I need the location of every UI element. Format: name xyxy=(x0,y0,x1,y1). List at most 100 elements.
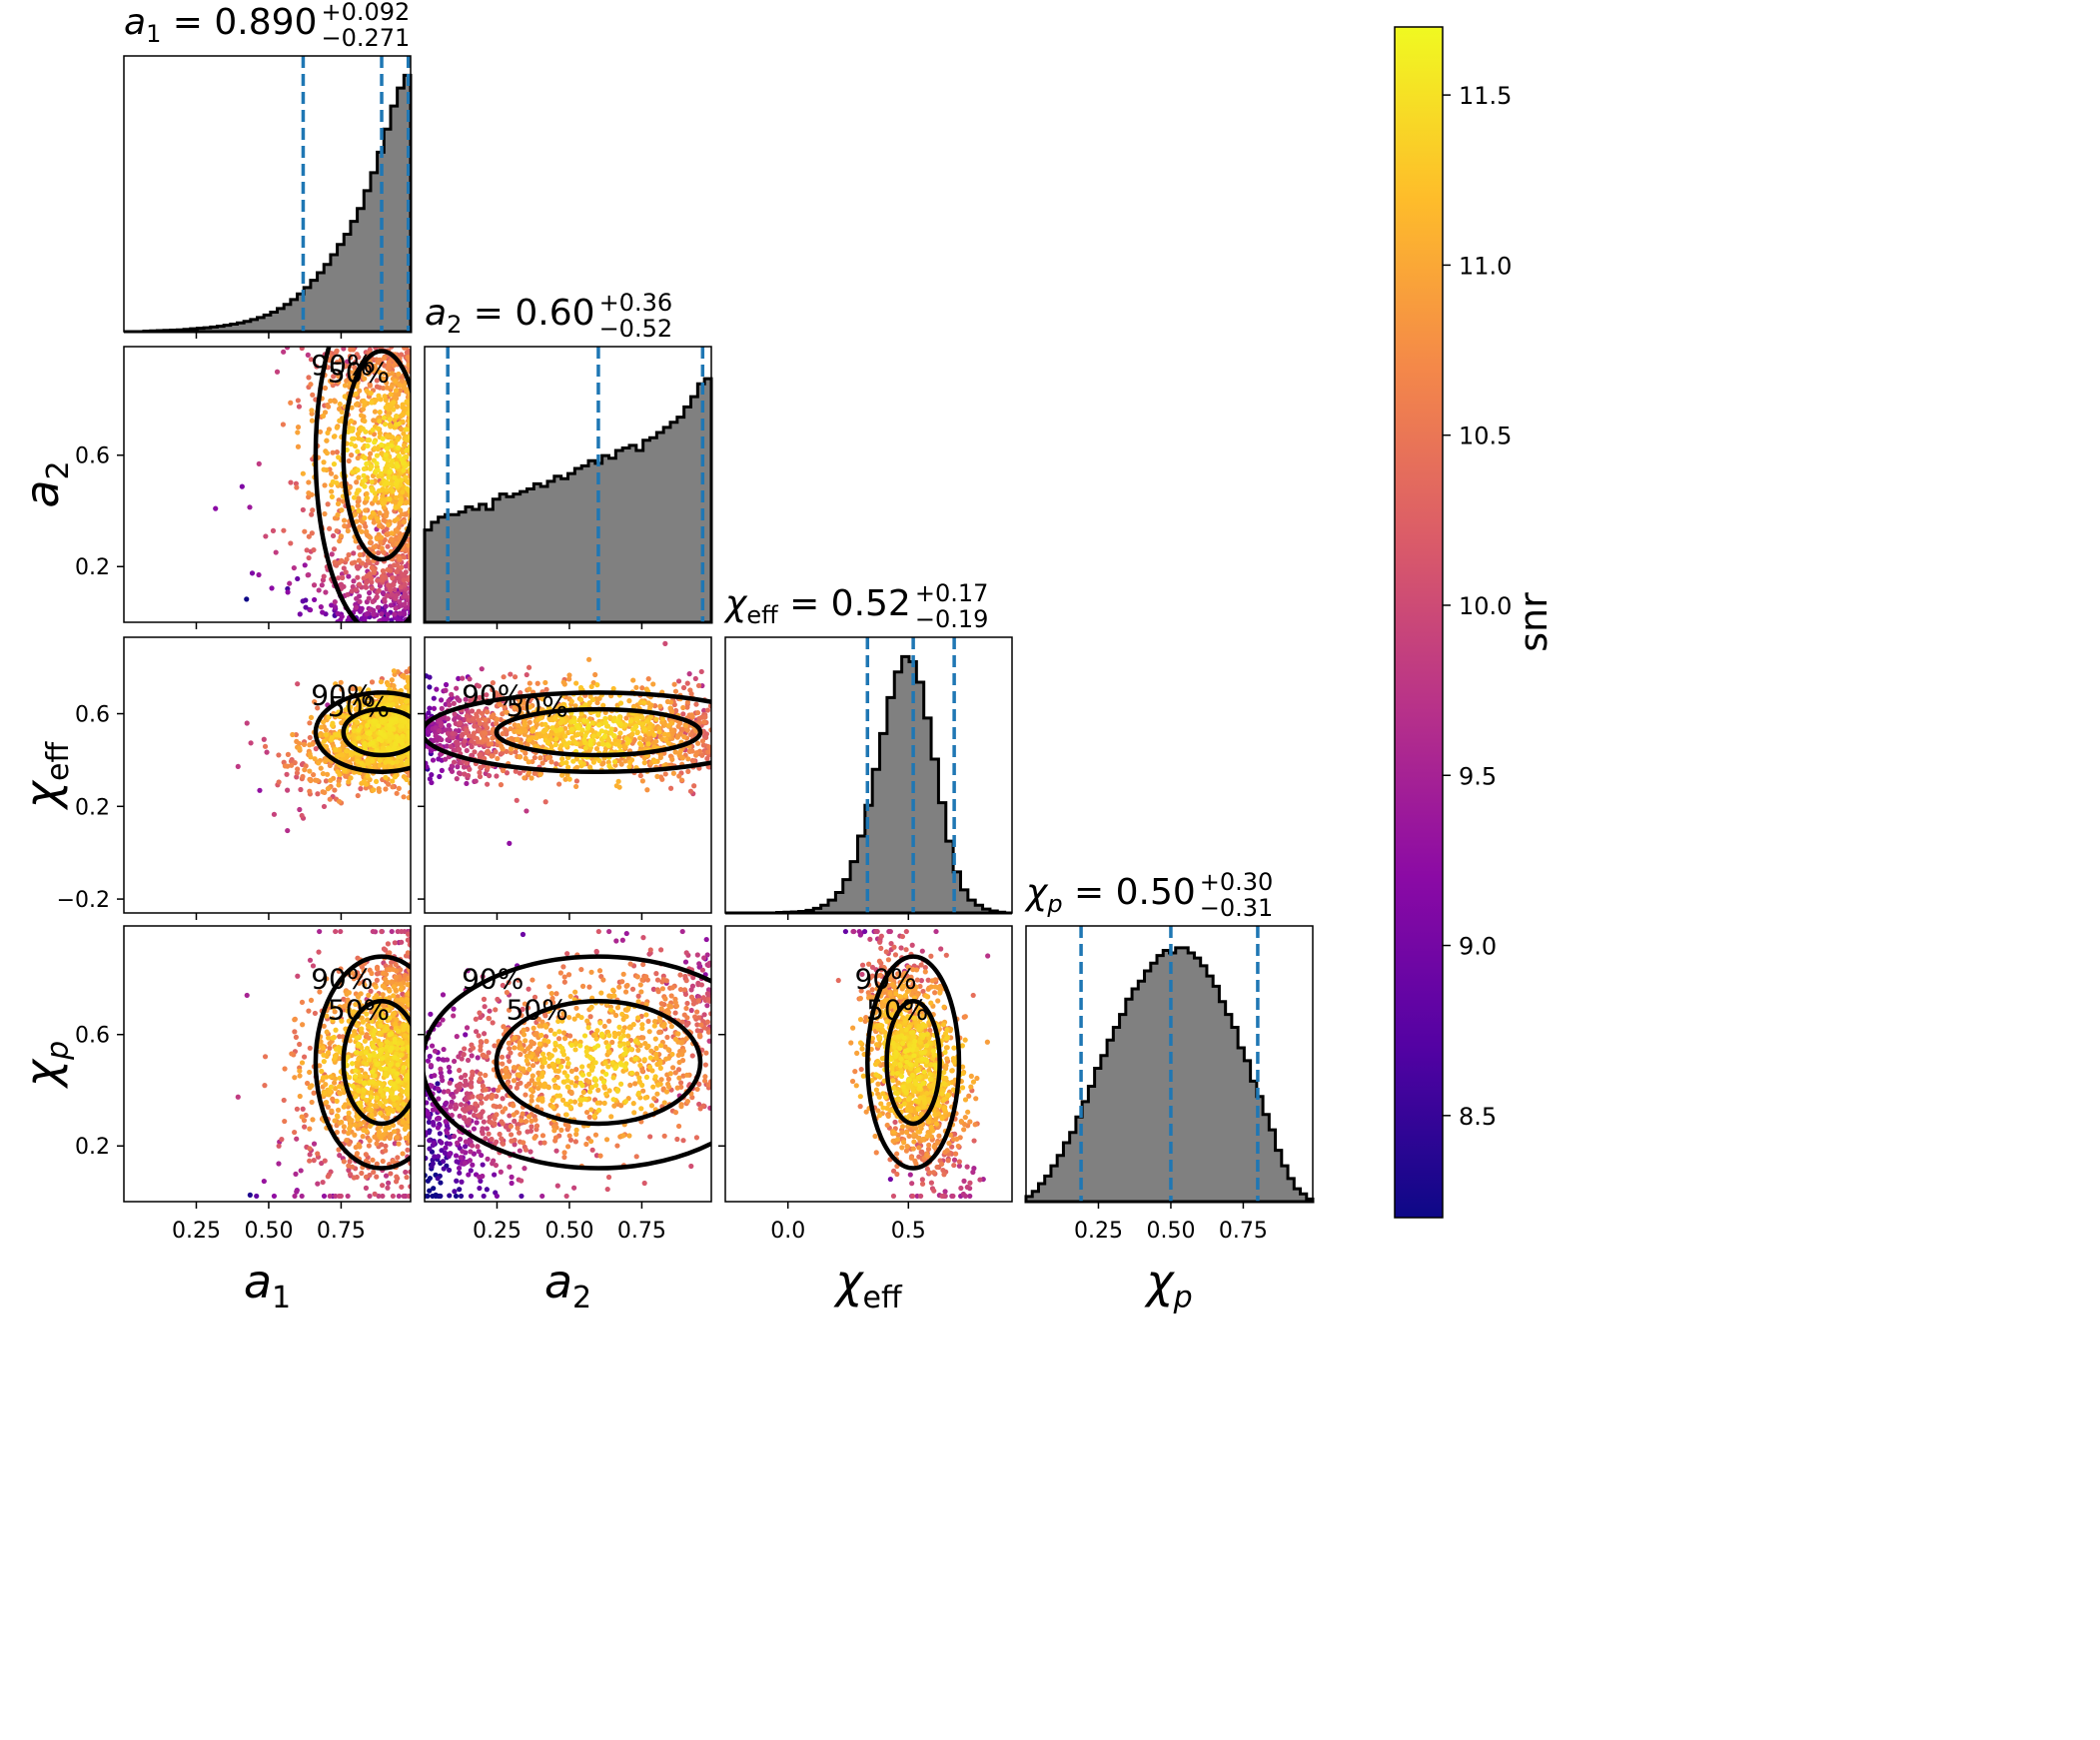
scatter-point xyxy=(354,490,360,496)
scatter-point xyxy=(674,733,681,739)
scatter-point xyxy=(362,483,368,489)
scatter-point xyxy=(333,1193,339,1200)
scatter-point xyxy=(562,733,568,739)
scatter-point xyxy=(323,778,330,784)
scatter-point xyxy=(355,448,361,454)
scatter-point xyxy=(382,596,388,602)
scatter-point xyxy=(377,618,383,622)
scatter-point xyxy=(307,957,314,963)
scatter-point xyxy=(394,414,400,420)
scatter-point xyxy=(328,398,334,404)
scatter-point xyxy=(539,760,545,766)
scatter-point xyxy=(306,479,312,485)
scatter-point xyxy=(356,495,362,501)
scatter-point xyxy=(563,759,569,766)
scatter-point xyxy=(490,680,496,686)
scatter-point xyxy=(276,779,282,785)
scatter-point xyxy=(341,565,347,571)
hist-panel-a1: a1 = 0.890 +0.092−0.271 xyxy=(123,0,413,334)
scatter-point xyxy=(330,1096,336,1102)
scatter-point xyxy=(274,369,281,375)
scatter-point xyxy=(354,479,360,485)
hist-fill-a1 xyxy=(124,75,411,332)
scatter-point xyxy=(329,1108,335,1114)
scatter-point xyxy=(346,1114,352,1120)
scatter-point xyxy=(399,740,406,746)
scatter-point xyxy=(306,554,312,561)
scatter-point xyxy=(647,714,654,720)
scatter-point xyxy=(594,682,600,688)
scatter-point xyxy=(271,1193,278,1200)
scatter-point xyxy=(369,585,375,591)
scatter-point xyxy=(354,563,360,569)
scatter-point xyxy=(596,722,602,728)
scatter-point xyxy=(561,681,567,687)
scatter-point xyxy=(485,781,491,787)
scatter-point xyxy=(406,706,411,712)
scatter-point xyxy=(398,758,405,765)
scatter-point xyxy=(448,743,454,750)
scatter-point xyxy=(695,740,701,746)
contour-label-inner-a1-a2: 50% xyxy=(328,357,390,390)
scatter-point xyxy=(639,685,645,691)
scatter-point xyxy=(365,442,371,449)
scatter-point xyxy=(522,722,527,728)
scatter-point xyxy=(431,695,437,701)
scatter-point xyxy=(542,679,548,686)
scatter-point xyxy=(364,460,370,467)
scatter-point xyxy=(641,760,647,766)
scatter-point xyxy=(312,596,318,603)
scatter-point xyxy=(363,1174,370,1180)
scatter-point xyxy=(383,512,390,519)
scatter-point xyxy=(525,759,531,765)
scatter-point xyxy=(315,1181,321,1187)
scatter-point xyxy=(547,716,553,723)
scatter-point xyxy=(399,456,405,462)
scatter-point xyxy=(315,791,321,797)
scatter-point xyxy=(356,557,363,563)
scatter-point xyxy=(400,419,406,425)
scatter-point xyxy=(380,1158,386,1165)
scatter-point xyxy=(401,672,407,678)
scatter-point xyxy=(393,1179,400,1185)
scatter-point xyxy=(325,786,331,792)
scatter-point xyxy=(329,735,335,741)
scatter-point xyxy=(302,767,308,773)
scatter-point xyxy=(394,1135,400,1141)
scatter-point xyxy=(374,977,380,983)
scatter-point xyxy=(384,592,391,598)
scatter-point xyxy=(346,551,352,558)
scatter-point xyxy=(477,769,483,776)
scatter-point xyxy=(346,457,352,464)
scatter-point xyxy=(344,1003,350,1009)
scatter-point xyxy=(568,698,574,704)
scatter-point xyxy=(404,437,410,443)
scatter-point xyxy=(329,488,335,494)
scatter-point xyxy=(407,789,411,795)
scatter-point xyxy=(690,758,697,765)
scatter-point xyxy=(370,758,376,764)
scatter-point xyxy=(346,779,352,785)
scatter-point xyxy=(389,371,396,377)
scatter-point xyxy=(675,723,681,729)
scatter-point xyxy=(349,560,356,566)
scatter-point xyxy=(321,719,327,725)
scatter-point xyxy=(462,771,468,777)
scatter-point xyxy=(581,717,587,723)
scatter-point xyxy=(489,753,495,759)
scatter-point xyxy=(374,535,380,542)
scatter-point xyxy=(500,767,507,774)
scatter-point xyxy=(405,1147,411,1153)
scatter-point xyxy=(279,1137,285,1143)
scatter-point xyxy=(330,532,337,539)
scatter-point xyxy=(332,599,338,605)
frame-a1 xyxy=(123,55,412,333)
scatter-point xyxy=(485,748,491,754)
scatter-point xyxy=(256,460,262,466)
scatter-point xyxy=(500,746,506,752)
contour-outer-a2-chi_eff xyxy=(425,690,711,774)
scatter-point xyxy=(366,1143,372,1149)
scatter-point xyxy=(324,976,330,982)
scatter-point xyxy=(307,1069,313,1076)
scatter-point xyxy=(405,722,411,728)
